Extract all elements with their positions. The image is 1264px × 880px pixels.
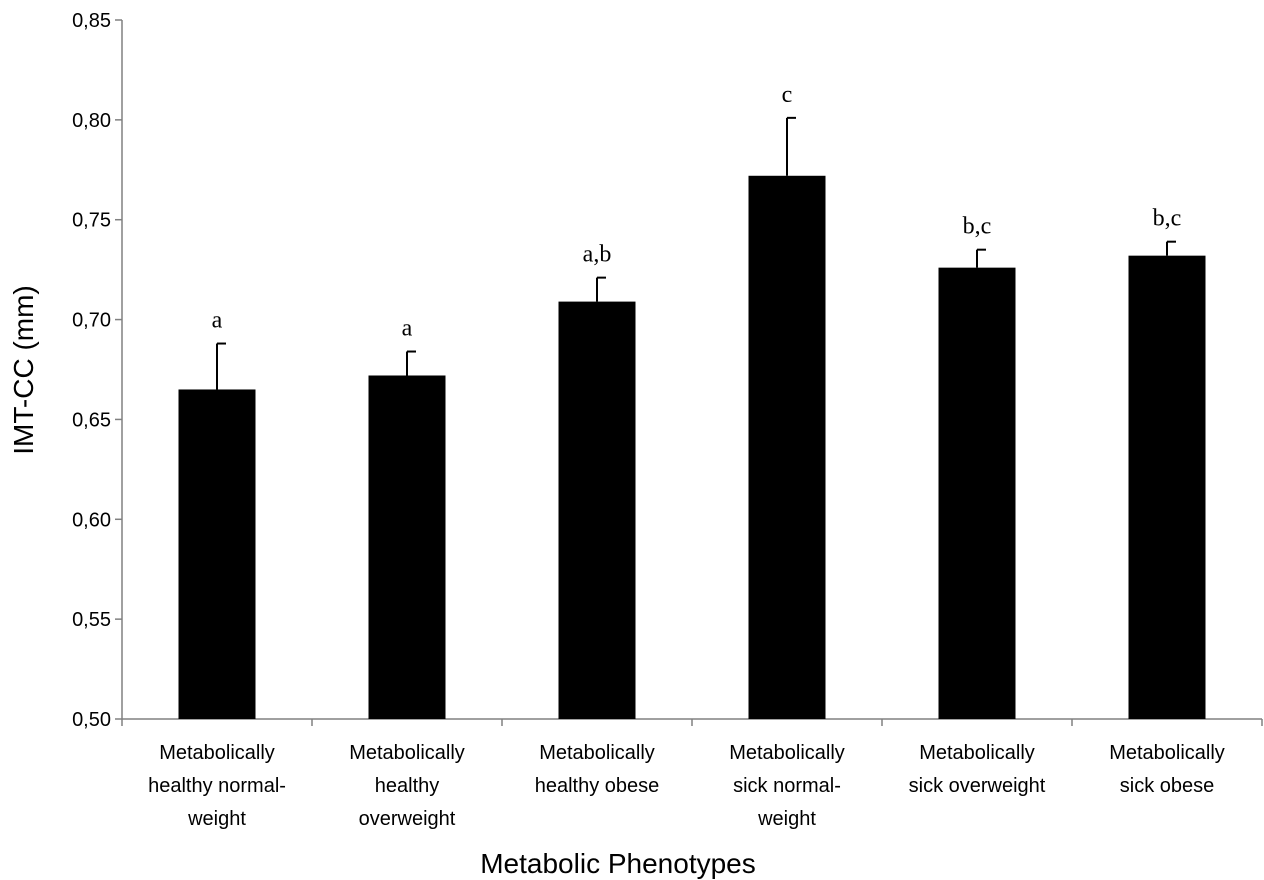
y-tick-label: 0,70 [72,310,111,332]
y-axis: 0,50 0,55 0,60 0,65 0,70 0,75 0,80 0,85 [72,10,123,731]
y-tick-label: 0,50 [72,709,111,731]
category-label-line: Metabolically [919,742,1035,764]
significance-label: a [402,316,413,342]
y-tick-label: 0,85 [72,10,111,32]
category-labels: Metabolically healthy normal-weightMetabo… [148,742,1225,830]
bar [178,389,256,719]
bar [368,375,446,719]
bars [178,175,1206,720]
category-label-line: overweight [359,808,456,830]
y-tick-label: 0,80 [72,110,111,132]
significance-label: a,b [583,242,612,268]
y-axis-title: IMT-CC (mm) [8,285,39,455]
category-label-line: sick obese [1120,775,1215,797]
category-label-line: Metabolically [159,742,275,764]
x-axis-title: Metabolic Phenotypes [480,848,756,879]
category-label: Metabolically healthy normal-weight [148,742,286,830]
category-label: Metabolically sick overweight [909,742,1046,797]
category-label: Metabolically healthy overweight [349,742,465,830]
y-tick-label: 0,75 [72,210,111,232]
significance-label: c [782,82,793,108]
y-tick-label: 0,55 [72,609,111,631]
category-label-line: healthy normal- [148,775,286,797]
category-label-line: Metabolically [349,742,465,764]
category-label-line: Metabolically [539,742,655,764]
significance-label: b,c [1153,206,1182,232]
bar [748,175,826,719]
category-label-line: weight [757,808,816,830]
category-label-line: healthy [375,775,440,797]
y-tick-label: 0,65 [72,409,111,431]
error-bars [216,116,1176,390]
bar [938,267,1016,719]
significance-label: b,c [963,214,992,240]
category-label: Metabolically healthy obese [535,742,660,797]
x-axis [121,718,1263,726]
category-label-line: weight [187,808,246,830]
bar [1128,255,1206,720]
category-label-line: Metabolically [729,742,845,764]
category-label-line: Metabolically [1109,742,1225,764]
category-label-line: healthy obese [535,775,660,797]
significance-labels: a a a,b c b,c b,c [212,82,1182,342]
category-label: Metabolically sick normal-weight [729,742,845,830]
significance-label: a [212,308,223,334]
y-tick-label: 0,60 [72,509,111,531]
bar [558,301,636,719]
category-label: Metabolically sick obese [1109,742,1225,797]
category-label-line: sick overweight [909,775,1046,797]
category-label-line: sick normal- [733,775,841,797]
